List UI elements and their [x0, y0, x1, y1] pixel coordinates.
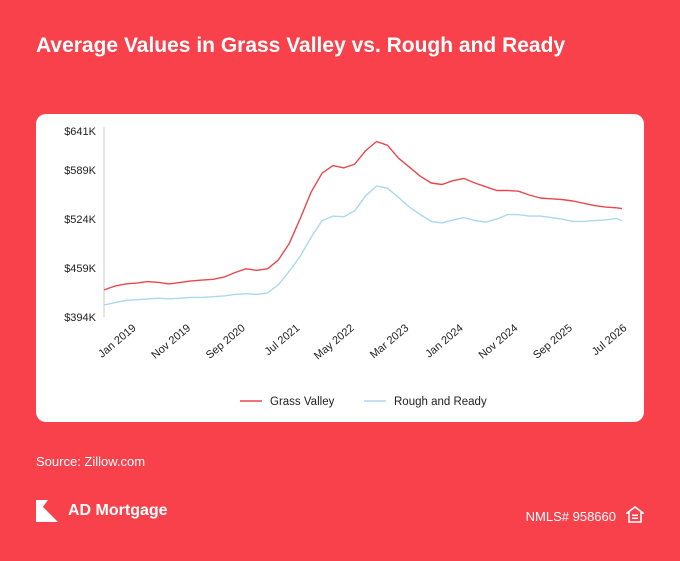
x-tick-label: Mar 2023 [368, 322, 411, 361]
x-tick-label: Sep 2020 [204, 322, 248, 361]
chart-card: $394K $459K $524K $589K $641K Jan 2019 Nov 201… [36, 114, 644, 422]
x-tick-label: May 2022 [312, 322, 357, 362]
series-line-grass-valley [103, 140, 623, 291]
x-tick-label: Jul 2021 [263, 322, 303, 358]
brand: AD Mortgage [36, 500, 168, 522]
y-tick-label: $641K [64, 126, 96, 138]
ad-mortgage-logo-icon [36, 500, 58, 522]
y-tick-label: $589K [64, 165, 96, 177]
x-tick-label: Jul 2026 [590, 322, 630, 358]
y-tick-label: $394K [64, 312, 96, 324]
y-tick-label: $459K [64, 263, 96, 275]
nmls-number: NMLS# 958660 [525, 509, 616, 524]
chart-title: Average Values in Grass Valley vs. Rough… [36, 34, 566, 57]
x-tick-label: Nov 2024 [477, 322, 521, 361]
legend-label: Rough and Ready [394, 396, 487, 408]
x-tick-label: Jan 2024 [423, 322, 465, 360]
legend-label: Grass Valley [270, 396, 335, 408]
x-tick-label: Sep 2025 [531, 322, 575, 361]
equal-housing-icon [626, 506, 644, 523]
line-chart: $394K $459K $524K $589K $641K Jan 2019 Nov 201… [64, 126, 630, 408]
source-label: Source: Zillow.com [36, 454, 146, 469]
x-tick-label: Jan 2019 [96, 322, 138, 360]
brand-name: AD Mortgage [68, 502, 168, 519]
y-tick-label: $524K [64, 214, 96, 226]
series-line-rough-and-ready [103, 185, 623, 306]
x-tick-label: Nov 2019 [149, 322, 193, 361]
